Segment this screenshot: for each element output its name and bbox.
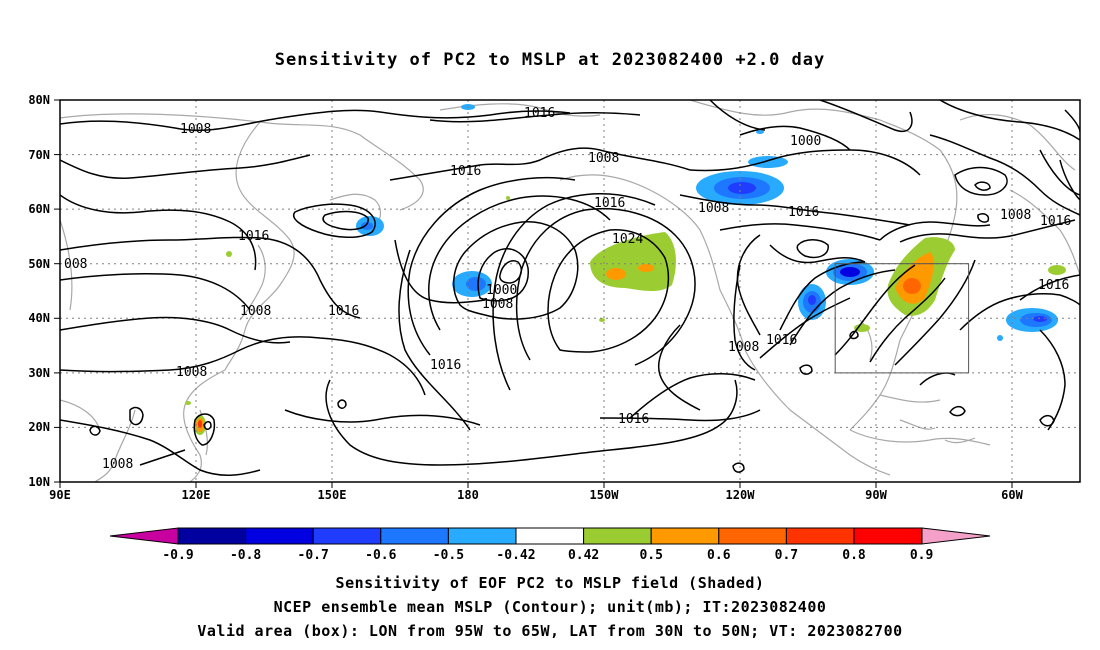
lat-label: 30N bbox=[28, 366, 50, 380]
caption-line-3: Valid area (box): LON from 95W to 65W, L… bbox=[197, 622, 903, 640]
colorbar-label: 0.8 bbox=[842, 548, 866, 563]
contour-label: 1016 bbox=[238, 229, 269, 244]
colorbar-label: -0.7 bbox=[298, 548, 329, 563]
sensitivity-shading bbox=[185, 104, 1066, 435]
contour-label: 1008 bbox=[698, 201, 729, 216]
caption-line-2: NCEP ensemble mean MSLP (Contour); unit(… bbox=[273, 598, 827, 616]
contour-label: 1008 bbox=[588, 151, 619, 166]
colorbar-cell bbox=[312, 527, 382, 545]
colorbar-cell bbox=[718, 527, 787, 545]
contour-label: 1008 bbox=[176, 365, 207, 380]
contour-label: 1016 bbox=[450, 164, 481, 179]
colorbar-cell bbox=[177, 527, 247, 545]
coastlines bbox=[60, 100, 1080, 482]
caption-line-1: Sensitivity of EOF PC2 to MSLP field (Sh… bbox=[335, 574, 765, 592]
mslp-contours bbox=[60, 100, 1080, 476]
lat-label: 10N bbox=[28, 475, 50, 489]
colorbar-high-end bbox=[921, 527, 991, 545]
lon-label: 90E bbox=[49, 488, 71, 502]
valid-area-box bbox=[834, 263, 970, 374]
colorbar-label: -0.6 bbox=[365, 548, 396, 563]
colorbar-cell bbox=[583, 527, 652, 545]
colorbar-label: 0.42 bbox=[568, 548, 599, 563]
contour-label: 1016 bbox=[430, 358, 461, 373]
lat-label: 40N bbox=[28, 311, 50, 325]
lon-label: 120W bbox=[726, 488, 756, 502]
colorbar-cell bbox=[447, 527, 517, 545]
lon-label: 180 bbox=[457, 488, 479, 502]
map-title: Sensitivity of PC2 to MSLP at 2023082400… bbox=[274, 50, 826, 70]
colorbar-label: 0.7 bbox=[775, 548, 798, 563]
lat-label: 60N bbox=[28, 202, 50, 216]
contour-label: 1016 bbox=[766, 333, 797, 348]
colorbar-label: -0.9 bbox=[162, 548, 193, 563]
latitude-labels: 80N 70N 60N 50N 40N 30N 20N 10N bbox=[28, 93, 50, 489]
contour-label: 1008 bbox=[728, 340, 759, 355]
contour-label: 1016 bbox=[1040, 214, 1071, 229]
lon-label: 90W bbox=[865, 488, 887, 502]
contour-labels: 1008 1016 1008 1000 1016 1016 1024 1000 … bbox=[64, 106, 1071, 472]
colorbar-cell bbox=[785, 527, 855, 545]
colorbar-label: -0.5 bbox=[433, 548, 464, 563]
contour-label: 1008 bbox=[482, 297, 513, 312]
lon-label: 150W bbox=[590, 488, 620, 502]
contour-label: 1016 bbox=[788, 205, 819, 220]
lon-label: 60W bbox=[1001, 488, 1023, 502]
axis-ticks bbox=[54, 99, 1013, 488]
colorbar-cell bbox=[853, 527, 923, 545]
colorbar-label: 0.9 bbox=[910, 548, 933, 563]
contour-label: 1016 bbox=[524, 106, 555, 121]
contour-label: 1000 bbox=[486, 283, 517, 298]
contour-label: 1016 bbox=[1038, 278, 1069, 293]
colorbar-label: -0.8 bbox=[230, 548, 261, 563]
contour-label: 1008 bbox=[1000, 208, 1031, 223]
colorbar-label: -0.42 bbox=[496, 548, 535, 563]
colorbar-cell bbox=[515, 527, 585, 545]
longitude-labels: 90E 120E 150E 180 150W 120W 90W 60W bbox=[49, 488, 1023, 502]
contour-label: 1024 bbox=[612, 232, 643, 247]
colorbar-label: 0.5 bbox=[639, 548, 662, 563]
contour-label: 1016 bbox=[594, 196, 625, 211]
plot-frame bbox=[59, 99, 1081, 483]
contour-label: 1016 bbox=[618, 412, 649, 427]
contour-label: 1000 bbox=[790, 134, 821, 149]
colorbar-low-end bbox=[109, 527, 179, 545]
colorbar-cell bbox=[650, 527, 720, 545]
lat-label: 70N bbox=[28, 148, 50, 162]
contour-label: 008 bbox=[64, 257, 87, 272]
contour-label: 1008 bbox=[240, 304, 271, 319]
contour-label: 1008 bbox=[102, 457, 133, 472]
contour-label: 1008 bbox=[180, 122, 211, 137]
colorbar-cell bbox=[245, 527, 314, 545]
lon-label: 150E bbox=[318, 488, 347, 502]
lon-label: 120E bbox=[182, 488, 211, 502]
colorbar-label: 0.6 bbox=[707, 548, 731, 563]
lat-label: 80N bbox=[28, 93, 50, 107]
contour-label: 1016 bbox=[328, 304, 359, 319]
colorbar: -0.9 -0.8 -0.7 -0.6 -0.5 -0.42 0.42 0.5 0.6 0.7 0.… bbox=[109, 527, 991, 563]
lat-label: 20N bbox=[28, 420, 50, 434]
lat-label: 50N bbox=[28, 257, 50, 271]
colorbar-cell bbox=[380, 527, 449, 545]
